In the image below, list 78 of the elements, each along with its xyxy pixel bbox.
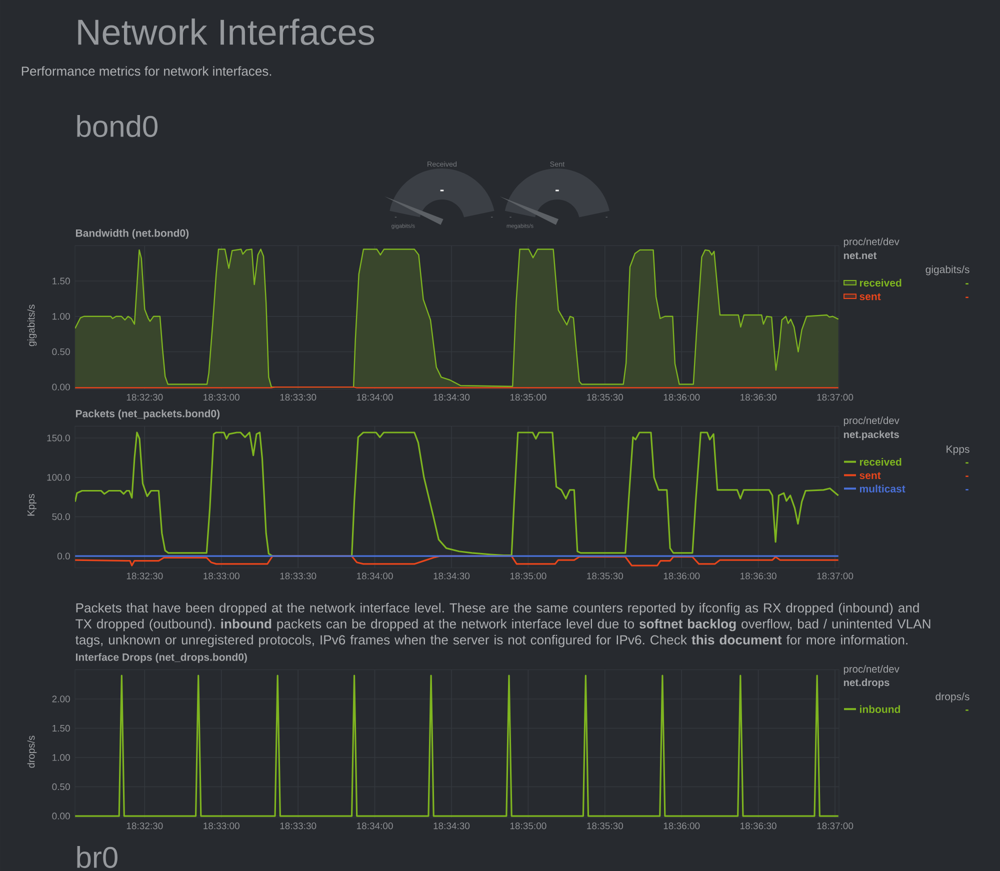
x-tick-label: 18:33:30 (280, 394, 316, 401)
y-tick-label: 1.00 (52, 754, 70, 761)
y-tick-label: 0.50 (52, 783, 70, 790)
x-tick-label: 18:36:30 (740, 572, 776, 580)
legend-label: multicast (860, 484, 906, 492)
x-tick-label: 18:34:30 (434, 572, 470, 580)
y-tick-label: 0.0 (57, 552, 70, 560)
legend-label: sent (860, 293, 881, 300)
legend-title: Kpps (946, 446, 970, 455)
x-tick-label: 18:36:30 (740, 394, 776, 401)
y-axis-title: drops/s (27, 736, 37, 768)
y-tick-label: 0.00 (52, 812, 70, 820)
text: - (966, 476, 968, 477)
text: net.packets (844, 430, 899, 440)
x-tick-label: 18:36:00 (664, 822, 700, 830)
x-tick-label: 18:37:00 (817, 394, 854, 401)
text: - (440, 190, 444, 192)
x-tick-label: 18:35:30 (587, 572, 623, 580)
x-tick-label: 18:35:30 (587, 394, 623, 401)
y-tick-label: 1.50 (52, 278, 70, 284)
text: proc/net/dev (844, 665, 900, 675)
text: proc/net/dev (844, 416, 900, 426)
text: - (966, 283, 968, 284)
x-tick-label: 18:32:30 (126, 822, 163, 830)
x-tick-label: 18:36:00 (664, 394, 700, 401)
legend-label: received (860, 278, 902, 287)
y-tick-label: 1.50 (52, 724, 70, 732)
x-tick-label: 18:35:00 (510, 822, 546, 830)
y-tick-label: 1.00 (52, 313, 70, 320)
x-tick-label: 18:32:30 (126, 394, 163, 401)
text: net.drops (844, 678, 890, 688)
text: - (556, 190, 559, 192)
x-tick-label: 18:34:30 (434, 822, 470, 830)
y-axis-title: gigabits/s (27, 304, 37, 346)
legend-label: received (860, 458, 902, 466)
x-tick-label: 18:33:00 (204, 394, 240, 401)
y-tick-label: 50.0 (52, 513, 70, 520)
text: - (966, 296, 968, 298)
y-tick-label: 0.00 (52, 384, 70, 390)
x-tick-label: 18:34:00 (357, 394, 393, 401)
x-tick-label: 18:37:00 (817, 572, 854, 580)
y-tick-label: 150.0 (47, 434, 70, 442)
text: net.net (844, 252, 877, 260)
text: Packets that have been dropped at the network interface level. These are the same counters reported by ifconfig as RX dropped (inbound) and TX dropped (outbound). inbound packets can be dropped at the network interface level due to softnet backlog overflow, bad / unintented VLAN tags, unknown or unregistered protocols, IPv6 frames when the server is not configured for IPv6. Check this document for more information. (75, 602, 930, 648)
x-tick-label: 18:33:30 (280, 572, 316, 580)
text: br0 (77, 846, 118, 868)
legend-label: inbound (860, 705, 900, 713)
text: - (966, 489, 968, 490)
y-tick-label: 2.00 (52, 696, 70, 702)
x-tick-label: 18:34:30 (434, 394, 470, 401)
legend-title: gigabits/s (926, 265, 970, 276)
text: Network Interfaces (78, 18, 374, 46)
x-tick-label: 18:37:00 (817, 822, 854, 830)
x-tick-label: 18:36:00 (664, 572, 700, 580)
text: proc/net/dev (844, 238, 900, 248)
y-axis-title: Kpps (28, 494, 36, 516)
x-tick-label: 18:32:30 (126, 572, 163, 580)
legend-title: drops/s (936, 692, 970, 702)
chart-title: Bandwidth (net.bond0) (76, 229, 189, 239)
x-tick-label: 18:33:00 (204, 822, 240, 830)
legend-label: sent (860, 472, 881, 480)
x-tick-label: 18:35:00 (510, 572, 546, 580)
x-tick-label: 18:34:00 (357, 572, 393, 580)
chart-title: Interface Drops (net_drops.bond0) (76, 653, 247, 663)
x-tick-label: 18:36:30 (740, 822, 776, 830)
x-tick-label: 18:35:30 (587, 822, 623, 830)
text: bond0 (77, 115, 158, 138)
text: - (966, 710, 968, 711)
y-tick-label: 0.50 (52, 348, 70, 356)
text: Performance metrics for network interfaces. (22, 66, 272, 76)
x-tick-label: 18:34:00 (357, 822, 393, 830)
text: - (966, 462, 968, 464)
chart-title: Packets (net_packets.bond0) (76, 410, 220, 420)
x-tick-label: 18:33:30 (280, 822, 316, 830)
x-tick-label: 18:35:00 (510, 394, 546, 401)
line-series (75, 432, 839, 557)
x-tick-label: 18:33:00 (204, 572, 240, 580)
y-tick-label: 100.0 (47, 474, 70, 481)
